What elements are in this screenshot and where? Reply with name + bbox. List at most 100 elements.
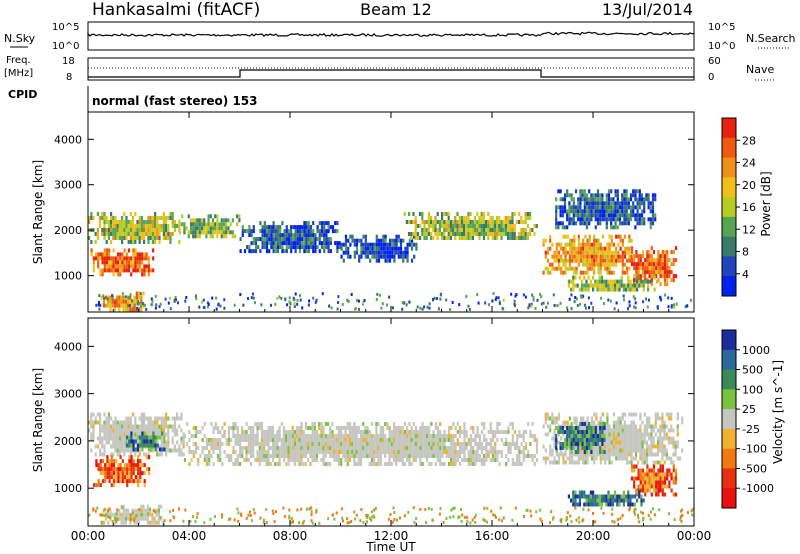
range-cell [335,434,338,438]
range-cell [406,258,409,263]
range-cell [276,249,280,254]
range-cell [110,228,113,232]
range-cell [94,452,97,457]
range-cell [670,476,673,481]
range-cell [186,442,189,446]
range-cell [112,475,116,480]
range-cell [474,434,477,438]
range-cell [220,222,223,227]
range-cell [127,295,130,299]
range-cell [640,494,643,499]
range-cell [151,428,154,433]
range-cell [647,205,650,210]
range-cell [651,213,655,218]
range-cell [143,435,146,440]
range-cell [129,428,132,433]
range-cell [302,462,305,466]
range-cell [116,224,119,228]
range-cell [524,228,527,232]
range-cell [355,442,358,446]
range-cell [145,424,148,429]
range-cell [331,450,334,454]
range-cell [607,217,611,222]
range-cell [104,471,107,476]
range-cell [568,426,571,430]
range-cell [121,459,124,464]
range-cell [281,245,284,250]
range-cell [564,266,567,271]
range-cell [406,430,409,434]
range-cell [661,412,664,417]
range-cell [313,454,316,458]
range-cell [625,189,628,194]
range-cell [526,232,529,236]
range-cell [645,448,649,453]
range-cell [575,420,578,425]
range-cell [601,430,604,434]
range-cell [584,306,587,310]
range-cell [500,224,503,228]
range-cell [646,484,649,489]
range-cell [654,213,657,218]
range-cell [612,440,616,445]
range-cell [216,446,220,450]
range-cell [604,262,607,267]
range-cell [572,287,575,292]
range-cell [454,216,457,220]
range-cell [160,444,163,449]
range-cell [301,245,304,250]
range-cell [427,216,430,220]
range-cell [611,498,614,503]
range-cell [644,492,647,497]
range-cell [167,444,170,449]
range-cell [468,307,471,311]
range-cell [557,303,560,307]
range-cell [379,426,382,430]
range-cell [410,246,414,251]
range-cell [570,426,573,430]
range-cell [585,205,589,210]
range-cell [304,438,308,442]
range-cell [610,250,613,255]
range-cell [315,454,319,458]
range-cell [214,422,217,426]
range-cell [362,454,365,458]
range-cell [269,426,272,430]
range-cell [632,440,635,445]
range-cell [368,438,371,442]
range-cell [381,450,385,454]
range-cell [99,416,102,421]
range-cell [661,428,664,433]
range-cell [654,432,657,437]
range-cell [557,416,561,421]
range-cell [632,213,635,218]
range-cell [284,298,287,302]
range-cell [176,412,179,417]
range-cell [158,240,161,244]
range-cell [102,520,105,525]
range-cell [136,264,139,269]
range-cell [158,424,161,429]
range-cell [436,297,438,300]
range-cell [644,484,647,489]
range-cell [133,299,136,304]
range-cell [108,264,111,269]
range-cell [651,193,655,198]
range-cell [646,480,649,485]
range-cell [621,205,624,210]
range-cell [561,430,564,434]
range-cell [101,459,105,464]
range-cell [620,498,623,503]
range-cell [522,450,525,454]
range-cell [274,462,277,466]
range-cell [316,229,319,234]
range-cell [465,216,468,220]
range-cell [579,438,582,442]
range-cell [427,220,430,224]
range-cell [659,448,662,453]
range-cell [325,245,328,250]
range-cell [254,422,257,426]
range-cell [674,468,678,473]
range-cell [371,246,374,251]
range-cell [628,250,631,255]
